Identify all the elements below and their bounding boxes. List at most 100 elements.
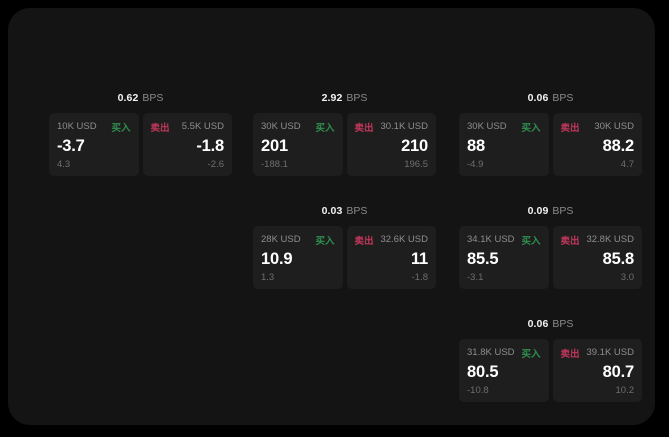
bps-unit-label: BPS	[142, 92, 164, 104]
buy-panel[interactable]: 30K USD 买入 201 -188.1	[253, 113, 343, 176]
buy-size-label: 30K USD	[261, 121, 301, 132]
buy-price: 10.9	[261, 250, 293, 268]
card-body: 30K USD 买入 88 -4.9 卖出 30K USD	[455, 108, 646, 180]
buy-price: 88	[467, 137, 485, 155]
buy-action-label: 买入	[521, 122, 541, 134]
buy-delta: 1.3	[261, 272, 275, 283]
buy-price: -3.7	[57, 137, 85, 155]
sell-delta-row: 3.0	[561, 271, 634, 284]
buy-price-row: 10.9	[261, 248, 335, 270]
bps-unit-label: BPS	[346, 92, 368, 104]
quote-card[interactable]: 0.06 BPS 31.8K USD 买入 80.5 -10.8	[455, 307, 646, 406]
buy-delta-row: -3.1	[467, 271, 541, 284]
buy-panel[interactable]: 10K USD 买入 -3.7 4.3	[49, 113, 139, 176]
sell-panel-top: 卖出 32.6K USD	[355, 233, 429, 247]
sell-price: 88.2	[602, 137, 635, 155]
sell-delta-row: -2.6	[151, 158, 224, 171]
buy-panel[interactable]: 31.8K USD 买入 80.5 -10.8	[459, 339, 549, 402]
sell-size-label: 32.6K USD	[380, 234, 428, 245]
sell-panel[interactable]: 卖出 32.6K USD 11 -1.8	[346, 226, 436, 289]
buy-panel[interactable]: 30K USD 买入 88 -4.9	[459, 113, 549, 176]
buy-price-row: 80.5	[467, 361, 541, 383]
card-column-1: 0.62 BPS 10K USD 买入 -3.7 4.3	[45, 81, 236, 194]
sell-action-label: 卖出	[354, 122, 374, 134]
buy-price-row: -3.7	[57, 135, 131, 157]
sell-price-row: -1.8	[151, 135, 224, 157]
sell-panel-top: 卖出 39.1K USD	[561, 346, 635, 360]
sell-action-label: 卖出	[150, 122, 170, 134]
buy-size-label: 28K USD	[261, 234, 301, 245]
sell-size-label: 30K USD	[594, 121, 634, 132]
quote-card[interactable]: 0.62 BPS 10K USD 买入 -3.7 4.3	[45, 81, 236, 180]
buy-action-label: 买入	[315, 235, 335, 247]
sell-size-label: 39.1K USD	[586, 347, 634, 358]
sell-price: 11	[410, 250, 428, 268]
sell-price-row: 80.7	[561, 361, 635, 383]
sell-delta: -2.6	[207, 159, 224, 170]
sell-panel-top: 卖出 32.8K USD	[560, 233, 635, 247]
buy-price: 85.5	[467, 250, 499, 268]
sell-delta: 196.5	[404, 159, 428, 170]
sell-panel[interactable]: 卖出 5.5K USD -1.8 -2.6	[142, 113, 232, 176]
buy-panel-top: 30K USD 买入	[467, 120, 541, 134]
card-header: 0.06 BPS	[455, 307, 646, 334]
sell-delta: 3.0	[620, 272, 634, 283]
card-body: 10K USD 买入 -3.7 4.3 卖出 5.5K US	[45, 108, 236, 180]
sell-price: -1.8	[196, 137, 224, 155]
buy-delta: -4.9	[467, 159, 484, 170]
buy-panel[interactable]: 34.1K USD 买入 85.5 -3.1	[459, 226, 549, 289]
bps-unit-label: BPS	[552, 92, 574, 104]
sell-panel[interactable]: 卖出 32.8K USD 85.8 3.0	[552, 226, 642, 289]
buy-delta-row: -10.8	[467, 384, 541, 397]
buy-size-label: 31.8K USD	[467, 347, 515, 358]
quote-card[interactable]: 0.09 BPS 34.1K USD 买入 85.5 -3.1	[455, 194, 646, 293]
buy-action-label: 买入	[521, 235, 541, 247]
card-header: 0.62 BPS	[45, 81, 236, 108]
sell-price-row: 11	[355, 248, 428, 270]
sell-price: 85.8	[602, 250, 635, 268]
buy-delta-row: 4.3	[57, 158, 131, 171]
bps-value: 0.06	[527, 318, 549, 330]
quote-card[interactable]: 0.03 BPS 28K USD 买入 10.9 1.3	[249, 194, 440, 293]
buy-action-label: 买入	[111, 122, 131, 134]
buy-panel-top: 34.1K USD 买入	[467, 233, 541, 247]
buy-panel-top: 30K USD 买入	[261, 120, 335, 134]
bps-value: 0.09	[527, 205, 549, 217]
buy-size-label: 30K USD	[467, 121, 507, 132]
sell-delta: 4.7	[620, 159, 634, 170]
sell-panel-top: 卖出 5.5K USD	[150, 120, 225, 134]
card-header: 2.92 BPS	[249, 81, 440, 108]
buy-delta: -3.1	[467, 272, 484, 283]
buy-price-row: 85.5	[467, 248, 541, 270]
sell-price-row: 210	[355, 135, 428, 157]
bps-unit-label: BPS	[346, 205, 368, 217]
sell-size-label: 30.1K USD	[380, 121, 428, 132]
sell-panel[interactable]: 卖出 30K USD 88.2 4.7	[552, 113, 642, 176]
card-body: 34.1K USD 买入 85.5 -3.1 卖出 32.8	[455, 221, 646, 293]
buy-delta-row: 1.3	[261, 271, 335, 284]
buy-panel-top: 28K USD 买入	[261, 233, 335, 247]
sell-price-row: 88.2	[561, 135, 635, 157]
card-body: 31.8K USD 买入 80.5 -10.8 卖出 39.	[455, 334, 646, 406]
sell-action-label: 卖出	[560, 235, 580, 247]
bps-unit-label: BPS	[552, 318, 574, 330]
buy-price: 80.5	[467, 363, 499, 381]
sell-delta-row: 4.7	[561, 158, 634, 171]
sell-panel-top: 卖出 30.1K USD	[354, 120, 429, 134]
card-body: 28K USD 买入 10.9 1.3 卖出 32.6K U	[249, 221, 440, 293]
card-header: 0.06 BPS	[455, 81, 646, 108]
sell-panel[interactable]: 卖出 30.1K USD 210 196.5	[346, 113, 436, 176]
card-header: 0.03 BPS	[249, 194, 440, 221]
card-header: 0.09 BPS	[455, 194, 646, 221]
sell-panel[interactable]: 卖出 39.1K USD 80.7 10.2	[552, 339, 642, 402]
quote-card[interactable]: 2.92 BPS 30K USD 买入 201 -188.1	[249, 81, 440, 180]
sell-panel-top: 卖出 30K USD	[561, 120, 635, 134]
buy-delta-row: -4.9	[467, 158, 541, 171]
sell-price-row: 85.8	[561, 248, 635, 270]
quote-card[interactable]: 0.06 BPS 30K USD 买入 88 -4.9	[455, 81, 646, 180]
buy-action-label: 买入	[521, 348, 541, 360]
buy-panel[interactable]: 28K USD 买入 10.9 1.3	[253, 226, 343, 289]
bps-unit-label: BPS	[552, 205, 574, 217]
buy-price-row: 88	[467, 135, 541, 157]
sell-delta: -1.8	[411, 272, 428, 283]
